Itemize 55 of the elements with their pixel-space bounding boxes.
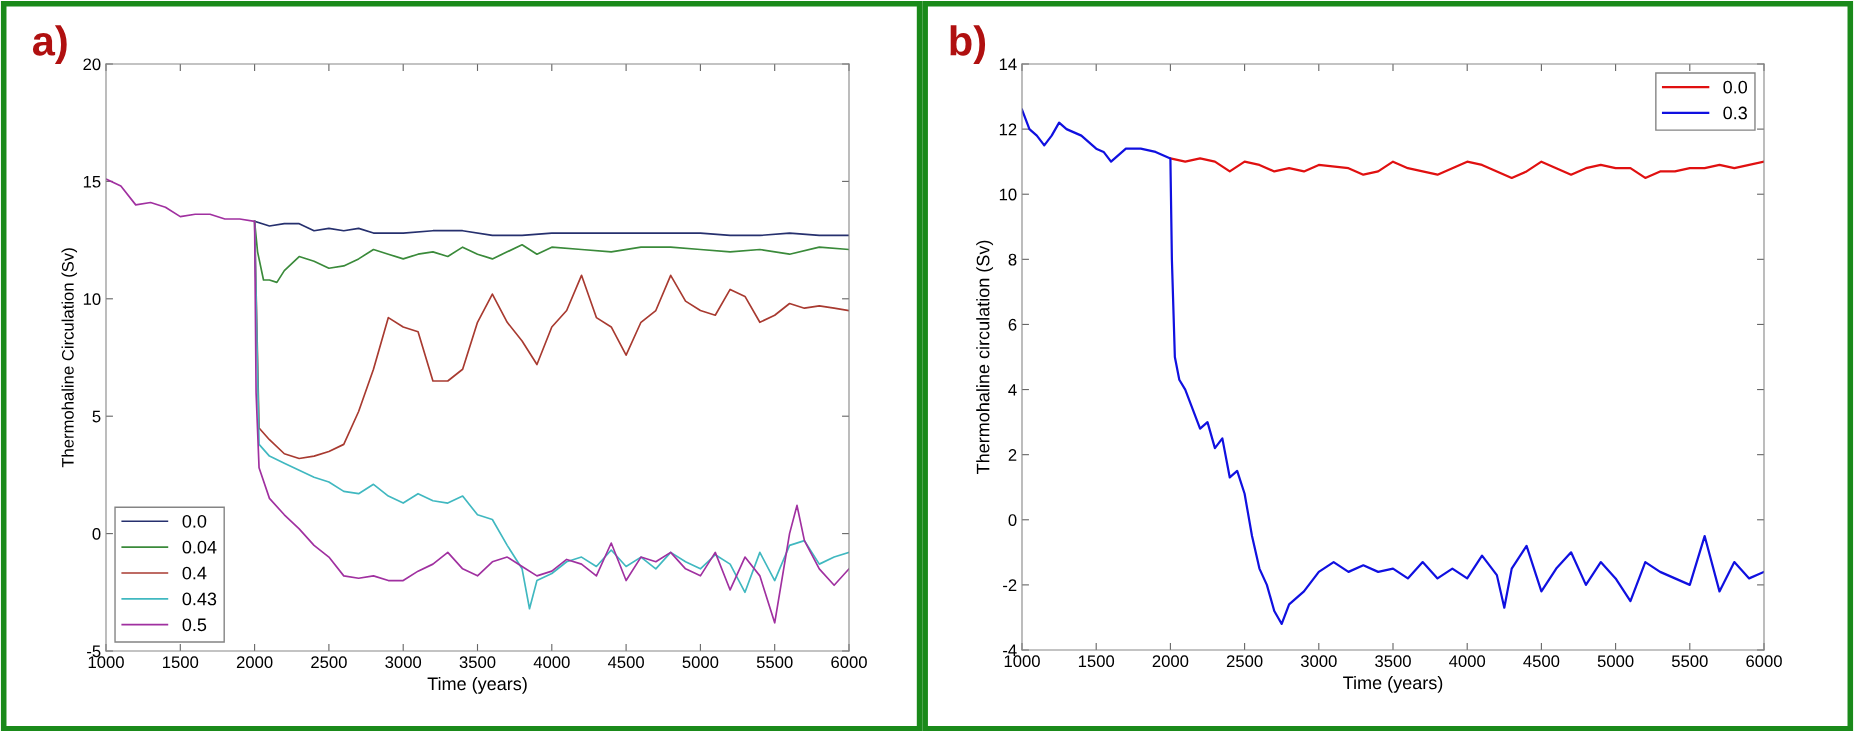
y-tick-label: 2 <box>1008 449 1017 461</box>
x-axis-title: Time (years) <box>1343 675 1443 693</box>
y-tick-label: 0 <box>92 528 101 540</box>
legend-label: 0.0 <box>1723 80 1748 94</box>
x-tick-label: 4000 <box>533 656 570 669</box>
y-tick-label: 12 <box>999 123 1017 136</box>
line-series <box>1022 108 1764 626</box>
x-tick-label: 5500 <box>1671 655 1708 668</box>
legend-label: 0.3 <box>1723 106 1747 120</box>
line-series <box>253 220 849 237</box>
line-series <box>253 220 849 284</box>
x-tick-label: 4500 <box>1523 655 1560 668</box>
y-tick-label: -4 <box>1003 644 1017 657</box>
y-tick-label: 10 <box>83 293 101 305</box>
x-tick-label: 1500 <box>1078 655 1115 668</box>
y-tick-label: 14 <box>999 58 1017 71</box>
x-tick-label: 5500 <box>756 656 793 669</box>
legend-label: 0.5 <box>182 618 207 632</box>
x-tick-label: 3500 <box>1375 655 1411 668</box>
x-tick-label: 3000 <box>1300 655 1337 668</box>
legend-label: 0.0 <box>182 514 207 528</box>
x-tick-label: 1000 <box>1004 655 1040 668</box>
x-tick-label: 4500 <box>607 656 644 669</box>
line-series <box>1169 157 1764 180</box>
y-tick-label: 15 <box>83 175 101 188</box>
x-tick-label: 3000 <box>385 656 422 669</box>
x-tick-label: 5000 <box>682 656 719 669</box>
x-axis-title: Time (years) <box>427 676 527 694</box>
y-tick-label: -5 <box>87 645 101 658</box>
legend-label: 0.4 <box>182 566 207 580</box>
y-tick-label: 5 <box>92 410 101 423</box>
x-tick-label: 1500 <box>163 656 199 669</box>
y-tick-label: 0 <box>1008 514 1017 526</box>
legend-label: 0.43 <box>182 592 217 606</box>
x-tick-label: 3500 <box>459 656 496 669</box>
chart-title: b) <box>950 25 986 64</box>
x-tick-label: 1000 <box>88 656 124 669</box>
x-tick-label: 4000 <box>1449 655 1486 668</box>
legend-label: 0.04 <box>182 540 217 554</box>
y-tick-label: 4 <box>1008 384 1017 396</box>
x-tick-label: 2000 <box>1152 655 1189 668</box>
chart-title: a) <box>32 25 67 64</box>
x-tick-label: 5000 <box>1597 655 1634 668</box>
y-tick-label: 10 <box>999 188 1017 201</box>
x-tick-label: 2500 <box>311 656 347 669</box>
y-axis-title: Thermohaline Circulation (Sv) <box>61 248 78 468</box>
y-tick-label: 8 <box>1008 253 1017 266</box>
x-tick-label: 2000 <box>236 656 273 669</box>
x-tick-label: 6000 <box>831 656 867 669</box>
x-tick-label: 2500 <box>1226 655 1263 668</box>
y-tick-label: 6 <box>1008 318 1017 331</box>
x-tick-label: 6000 <box>1746 655 1782 668</box>
y-tick-label: 20 <box>83 58 101 71</box>
y-axis-title: Thermohaline circulation (Sv) <box>976 240 994 474</box>
y-tick-label: -2 <box>1003 579 1017 591</box>
